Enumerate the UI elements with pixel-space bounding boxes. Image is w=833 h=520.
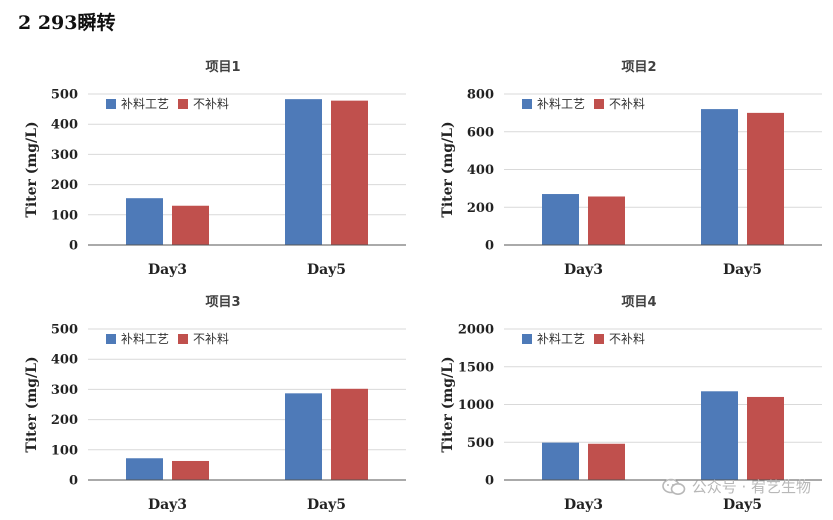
y-tick-label: 0 [485,239,494,254]
bar-day3-series2 [588,196,625,245]
legend-label-series1: 补料工艺 [121,97,169,111]
y-tick-label: 600 [467,125,494,140]
x-category-label: Day5 [307,262,346,278]
bar-day5-series2 [747,396,784,480]
chart-svg: 项目1 0 100 200 300 400 500 Titer (mg/L) Day3 Day5 补… [24,60,406,278]
y-axis-label: Titer (mg/L) [440,356,456,452]
y-tick-label: 500 [51,88,78,103]
legend-label-series2: 不补料 [609,97,645,111]
bar-day3-series1 [126,198,163,245]
y-tick-label: 500 [467,436,494,451]
bar-day5-series2 [331,388,368,480]
legend-swatch-series1 [522,99,532,109]
chart-title: 项目4 [621,295,656,310]
x-category-label: Day3 [148,497,187,513]
legend-label-series1: 补料工艺 [537,332,585,346]
y-tick-label: 200 [51,178,78,193]
legend-swatch-series2 [594,334,604,344]
bar-day5-series1 [285,393,322,480]
bar-day5-series1 [701,391,738,480]
bar-day3-series1 [542,194,579,245]
y-tick-label: 300 [51,148,78,163]
legend-label-series2: 不补料 [609,332,645,346]
chart-project-1: 项目1 0 100 200 300 400 500 Titer (mg/L) Day3 Day5 补… [0,50,416,284]
legend-swatch-series1 [106,334,116,344]
chart-title: 项目3 [205,295,240,310]
chart-project-3: 项目3 0 100 200 300 400 500 Titer (mg/L) Day3 Day5 补… [0,285,416,519]
page-heading: 2 293瞬转 [18,12,116,34]
y-tick-label: 200 [467,201,494,216]
bar-day5-series1 [701,109,738,245]
x-category-label: Day5 [307,497,346,513]
bar-day3-series1 [542,442,579,480]
watermark: 公众号 · 宥艺生物 [661,476,811,497]
legend-label-series1: 补料工艺 [537,97,585,111]
y-tick-label: 0 [69,474,78,489]
y-axis-label: Titer (mg/L) [24,356,40,452]
bar-day3-series2 [172,460,209,480]
legend-swatch-series1 [106,99,116,109]
bar-day3-series2 [172,205,209,245]
x-category-label: Day3 [148,262,187,278]
chart-project-4: 项目4 0 500 1000 1500 2000 Titer (mg/L) Day3 Day5 补… [416,285,832,519]
chart-project-2: 项目2 0 200 400 600 800 Titer (mg/L) Day3 Day5 补料工艺… [416,50,832,284]
legend-swatch-series2 [178,99,188,109]
y-tick-label: 1000 [458,398,494,413]
y-tick-label: 0 [69,239,78,254]
wechat-icon [661,478,685,495]
chart-title: 项目2 [621,60,656,75]
y-tick-label: 1500 [458,360,494,375]
x-category-label: Day5 [723,497,762,513]
bar-day5-series2 [747,112,784,245]
y-axis-label: Titer (mg/L) [24,121,40,217]
legend-swatch-series2 [178,334,188,344]
y-tick-label: 400 [467,163,494,178]
legend-swatch-series2 [594,99,604,109]
y-tick-label: 400 [51,353,78,368]
y-tick-label: 500 [51,323,78,338]
watermark-text: 公众号 · 宥艺生物 [691,478,811,496]
chart-svg: 项目2 0 200 400 600 800 Titer (mg/L) Day3 Day5 补料工艺… [440,60,822,278]
bar-day3-series1 [126,458,163,480]
y-tick-label: 0 [485,474,494,489]
chart-svg: 项目4 0 500 1000 1500 2000 Titer (mg/L) Day3 Day5 补… [440,295,822,513]
y-tick-label: 2000 [458,323,494,338]
y-tick-label: 800 [467,88,494,103]
chart-svg: 项目3 0 100 200 300 400 500 Titer (mg/L) Day3 Day5 补… [24,295,406,513]
y-tick-label: 400 [51,118,78,133]
y-tick-label: 100 [51,443,78,458]
bar-day5-series1 [285,99,322,245]
bar-day5-series2 [331,100,368,245]
legend-label-series2: 不补料 [193,332,229,346]
x-category-label: Day3 [564,262,603,278]
legend-label-series2: 不补料 [193,97,229,111]
y-tick-label: 100 [51,208,78,223]
y-tick-label: 200 [51,413,78,428]
bar-day3-series2 [588,443,625,480]
y-axis-label: Titer (mg/L) [440,121,456,217]
legend-swatch-series1 [522,334,532,344]
x-category-label: Day5 [723,262,762,278]
chart-title: 项目1 [205,60,240,75]
legend-label-series1: 补料工艺 [121,332,169,346]
x-category-label: Day3 [564,497,603,513]
y-tick-label: 300 [51,383,78,398]
